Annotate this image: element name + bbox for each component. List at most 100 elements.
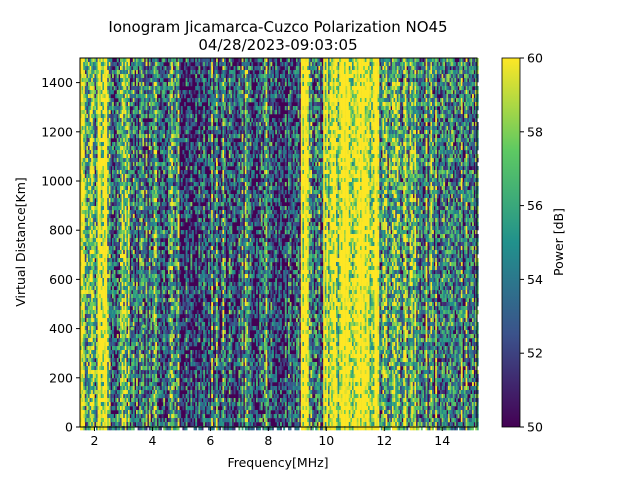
heatmap-cell	[115, 242, 118, 247]
heatmap-cell	[158, 294, 161, 299]
heatmap-cell	[174, 362, 177, 367]
heatmap-cell	[126, 298, 129, 303]
heatmap-cell	[123, 290, 126, 295]
heatmap-cell	[89, 350, 92, 355]
heatmap-cell	[83, 338, 86, 343]
heatmap-cell	[91, 290, 94, 295]
heatmap-cell	[107, 370, 110, 375]
heatmap-cell	[99, 62, 102, 67]
heatmap-cell	[132, 390, 135, 395]
heatmap-cell	[140, 362, 143, 367]
heatmap-cell	[168, 166, 170, 171]
heatmap-cell	[145, 358, 148, 363]
heatmap-cell	[161, 314, 164, 319]
heatmap-cell	[137, 278, 140, 283]
heatmap-cell	[108, 414, 111, 419]
heatmap-cell	[131, 90, 134, 95]
heatmap-cell	[123, 310, 126, 315]
heatmap-cell	[88, 122, 90, 127]
heatmap-cell	[100, 106, 103, 111]
heatmap-cell	[121, 126, 124, 131]
heatmap-cell	[116, 210, 119, 215]
heatmap-cell	[158, 194, 161, 199]
heatmap-cell	[161, 98, 164, 103]
heatmap-cell	[148, 226, 151, 231]
heatmap-cell	[128, 210, 130, 215]
heatmap-cell	[148, 230, 151, 235]
heatmap-cell	[136, 74, 138, 79]
heatmap-cell	[136, 298, 138, 303]
heatmap-cell	[81, 98, 84, 103]
heatmap-cell	[128, 282, 130, 287]
heatmap-cell	[100, 354, 103, 359]
heatmap-cell	[171, 358, 174, 363]
heatmap-cell	[168, 282, 170, 287]
heatmap-cell	[142, 186, 145, 191]
heatmap-cell	[100, 370, 103, 375]
heatmap-cell	[142, 90, 145, 95]
heatmap-cell	[134, 418, 137, 423]
heatmap-cell	[118, 234, 121, 239]
heatmap-cell	[137, 186, 140, 191]
heatmap-cell	[126, 422, 129, 427]
heatmap-cell	[168, 386, 170, 391]
heatmap-cell	[158, 122, 161, 127]
heatmap-cell	[105, 410, 108, 415]
heatmap-cell	[172, 282, 175, 287]
heatmap-cell	[155, 294, 158, 299]
heatmap-cell	[105, 226, 108, 231]
heatmap-cell	[88, 390, 90, 395]
heatmap-cell	[110, 210, 113, 215]
heatmap-cell	[126, 210, 129, 215]
heatmap-cell	[84, 326, 87, 331]
heatmap-cell	[92, 410, 95, 415]
heatmap-cell	[128, 366, 130, 371]
heatmap-cell	[137, 178, 140, 183]
heatmap-cell	[81, 218, 84, 223]
heatmap-cell	[84, 162, 87, 167]
heatmap-cell	[94, 214, 97, 219]
heatmap-cell	[104, 106, 106, 111]
heatmap-cell	[80, 226, 82, 231]
heatmap-cell	[139, 190, 142, 195]
heatmap-cell	[140, 98, 143, 103]
heatmap-cell	[99, 254, 102, 259]
heatmap-cell	[142, 358, 145, 363]
heatmap-cell	[116, 138, 119, 143]
heatmap-cell	[99, 142, 102, 147]
heatmap-cell	[81, 182, 84, 187]
heatmap-cell	[128, 82, 130, 87]
heatmap-cell	[166, 118, 169, 123]
heatmap-cell	[156, 70, 159, 75]
heatmap-cell	[88, 150, 90, 155]
heatmap-cell	[168, 86, 170, 91]
heatmap-cell	[104, 74, 106, 79]
heatmap-cell	[172, 202, 175, 207]
heatmap-cell	[137, 174, 140, 179]
heatmap-cell	[129, 322, 132, 327]
heatmap-cell	[148, 422, 151, 427]
heatmap-cell	[86, 102, 89, 107]
heatmap-cell	[136, 350, 138, 355]
heatmap-cell	[84, 114, 87, 119]
heatmap-cell	[147, 226, 150, 231]
heatmap-cell	[169, 218, 172, 223]
heatmap-cell	[144, 270, 146, 275]
heatmap-cell	[145, 206, 148, 211]
heatmap-cell	[121, 326, 124, 331]
heatmap-cell	[107, 194, 110, 199]
heatmap-cell	[161, 122, 164, 127]
heatmap-cell	[172, 174, 175, 179]
heatmap-cell	[86, 58, 89, 63]
heatmap-cell	[145, 286, 148, 291]
heatmap-cell	[171, 174, 174, 179]
heatmap-cell	[144, 314, 146, 319]
heatmap-cell	[164, 66, 167, 71]
heatmap-cell	[168, 246, 170, 251]
heatmap-cell	[121, 294, 124, 299]
heatmap-cell	[104, 202, 106, 207]
heatmap-cell	[121, 322, 124, 327]
heatmap-cell	[156, 414, 159, 419]
heatmap-cell	[139, 302, 142, 307]
heatmap-cell	[89, 330, 92, 335]
